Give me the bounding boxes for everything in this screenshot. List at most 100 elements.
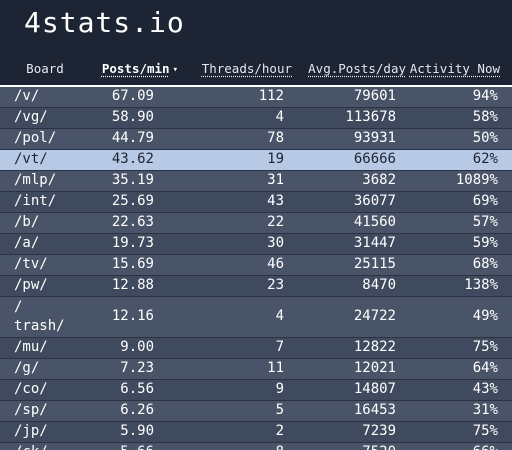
table-row[interactable]: /vt/43.62 19 66666 62% xyxy=(0,149,512,170)
activity-now-cell: 1089% xyxy=(455,172,498,188)
board-cell[interactable]: /int/ xyxy=(14,193,57,209)
posts-per-min-cell: 5.66 xyxy=(82,442,182,450)
threads-per-hour-cell: 19 xyxy=(267,151,284,167)
table-row[interactable]: /tv/15.69 46 25115 68% xyxy=(0,254,512,275)
table-row[interactable]: /b/22.63 22 41560 57% xyxy=(0,212,512,233)
table-row[interactable]: /ck/5.668752066% xyxy=(0,442,512,450)
avg-posts-per-day-cell: 31447 xyxy=(353,235,396,251)
posts-per-min-cell: 15.69 xyxy=(111,256,154,272)
table-row[interactable]: /g/7.23 11 12021 64% xyxy=(0,358,512,379)
board-cell[interactable]: /g/ xyxy=(14,360,40,376)
table-row[interactable]: /pw/12.88 23 8470 138% xyxy=(0,275,512,296)
activity-now-cell: 57% xyxy=(472,214,498,230)
board-stats-table: Board Posts/min ▾ Threads/hour Avg.Posts/… xyxy=(0,52,512,450)
avg-posts-per-day-cell: 16453 xyxy=(353,402,396,418)
table-row[interactable]: /vg/58.90 4 113678 58% xyxy=(0,107,512,128)
posts-per-min-cell: 7.23 xyxy=(120,360,154,376)
avg-posts-per-day-cell: 113678 xyxy=(345,109,396,125)
activity-now-cell: 138% xyxy=(464,277,498,293)
avg-posts-per-day-cell: 12822 xyxy=(353,339,396,355)
activity-now-cell: 31% xyxy=(472,402,498,418)
threads-per-hour-cell: 31 xyxy=(267,172,284,188)
posts-per-min-cell: 35.19 xyxy=(111,172,154,188)
threads-per-hour-cell: 78 xyxy=(267,130,284,146)
threads-per-hour-cell: 46 xyxy=(267,256,284,272)
posts-per-min-cell: 43.62 xyxy=(111,151,154,167)
avg-posts-per-day-cell: 36077 xyxy=(353,193,396,209)
threads-per-hour-cell: 11 xyxy=(267,360,284,376)
table-body: /v/67.09 112 79601 94%/vg/58.90 4 113678 58%/p… xyxy=(0,86,512,450)
activity-now-cell: 50% xyxy=(472,130,498,146)
column-header-posts-per-min[interactable]: Posts/min ▾ xyxy=(82,52,182,86)
threads-per-hour-cell: 112 xyxy=(258,88,284,105)
board-cell[interactable]: /jp/ xyxy=(14,423,48,439)
column-header-activity-now[interactable]: Activity Now xyxy=(406,52,512,86)
column-header-posts-per-min-label: Posts/min xyxy=(101,61,170,76)
posts-per-min-cell: 6.56 xyxy=(120,381,154,397)
posts-per-min-cell: 12.88 xyxy=(111,277,154,293)
table-row[interactable]: /mu/9.00 7 12822 75% xyxy=(0,337,512,358)
avg-posts-per-day-cell: 25115 xyxy=(353,256,396,272)
activity-now-cell: 59% xyxy=(472,235,498,251)
table-row[interactable]: /jp/5.90 2 7239 75% xyxy=(0,421,512,442)
activity-now-cell: 75% xyxy=(472,423,498,439)
board-cell[interactable]: /mlp/ xyxy=(14,172,57,188)
table-row[interactable]: / trash/12.16 4 24722 49% xyxy=(0,296,512,337)
column-header-activity-now-label: Activity Now xyxy=(409,61,500,76)
posts-per-min-cell: 22.63 xyxy=(111,214,154,230)
avg-posts-per-day-cell: 24722 xyxy=(353,308,396,324)
threads-per-hour-cell: 7 xyxy=(275,339,284,355)
board-cell[interactable]: /ck/ xyxy=(0,442,82,450)
posts-per-min-cell: 5.90 xyxy=(120,423,154,439)
board-cell[interactable]: /v/ xyxy=(14,88,40,105)
header-row: Board Posts/min ▾ Threads/hour Avg.Posts/… xyxy=(0,52,512,86)
posts-per-min-cell: 25.69 xyxy=(111,193,154,209)
site-header: 4stats.io xyxy=(0,0,512,52)
board-cell[interactable]: /co/ xyxy=(14,381,48,397)
avg-posts-per-day-cell: 12021 xyxy=(353,360,396,376)
table-row[interactable]: /co/6.56 9 14807 43% xyxy=(0,379,512,400)
board-cell[interactable]: /pol/ xyxy=(14,130,57,146)
avg-posts-per-day-cell: 79601 xyxy=(353,88,396,105)
board-cell[interactable]: / trash/ xyxy=(14,299,65,334)
posts-per-min-cell: 19.73 xyxy=(111,235,154,251)
avg-posts-per-day-cell: 41560 xyxy=(353,214,396,230)
threads-per-hour-cell: 4 xyxy=(275,109,284,125)
board-cell[interactable]: /a/ xyxy=(14,235,40,251)
board-cell[interactable]: /sp/ xyxy=(14,402,48,418)
posts-per-min-cell: 44.79 xyxy=(111,130,154,146)
site-title[interactable]: 4stats.io xyxy=(24,6,185,39)
posts-per-min-cell: 12.16 xyxy=(111,308,154,324)
table-row[interactable]: /pol/44.79 78 93931 50% xyxy=(0,128,512,149)
column-header-avg-posts-per-day[interactable]: Avg.Posts/day xyxy=(294,52,406,86)
avg-posts-per-day-cell: 7520 xyxy=(294,442,406,450)
activity-now-cell: 62% xyxy=(472,151,498,167)
threads-per-hour-cell: 30 xyxy=(267,235,284,251)
activity-now-cell: 68% xyxy=(472,256,498,272)
column-header-threads-per-hour[interactable]: Threads/hour xyxy=(182,52,294,86)
activity-now-cell: 94% xyxy=(472,88,498,105)
activity-now-cell: 75% xyxy=(472,339,498,355)
column-header-board-label: Board xyxy=(26,61,64,76)
board-cell[interactable]: /mu/ xyxy=(14,339,48,355)
table-row[interactable]: /sp/6.26 5 16453 31% xyxy=(0,400,512,421)
board-cell[interactable]: /pw/ xyxy=(14,277,48,293)
column-header-avg-posts-per-day-label: Avg.Posts/day xyxy=(308,61,406,76)
table-row[interactable]: /int/25.69 43 36077 69% xyxy=(0,191,512,212)
table-row[interactable]: /a/19.73 30 31447 59% xyxy=(0,233,512,254)
board-cell[interactable]: /b/ xyxy=(14,214,40,230)
table-row[interactable]: /mlp/35.19 31 3682 1089% xyxy=(0,170,512,191)
board-cell[interactable]: /tv/ xyxy=(14,256,48,272)
activity-now-cell: 66% xyxy=(406,442,512,450)
column-header-board[interactable]: Board xyxy=(0,52,82,86)
board-cell[interactable]: /vt/ xyxy=(14,151,48,167)
activity-now-cell: 64% xyxy=(472,360,498,376)
threads-per-hour-cell: 22 xyxy=(267,214,284,230)
table-row[interactable]: /v/67.09 112 79601 94% xyxy=(0,86,512,107)
posts-per-min-cell: 58.90 xyxy=(111,109,154,125)
activity-now-cell: 69% xyxy=(472,193,498,209)
board-cell[interactable]: /vg/ xyxy=(14,109,48,125)
table-header: Board Posts/min ▾ Threads/hour Avg.Posts/… xyxy=(0,52,512,86)
activity-now-cell: 58% xyxy=(472,109,498,125)
column-header-threads-per-hour-label: Threads/hour xyxy=(201,61,292,76)
